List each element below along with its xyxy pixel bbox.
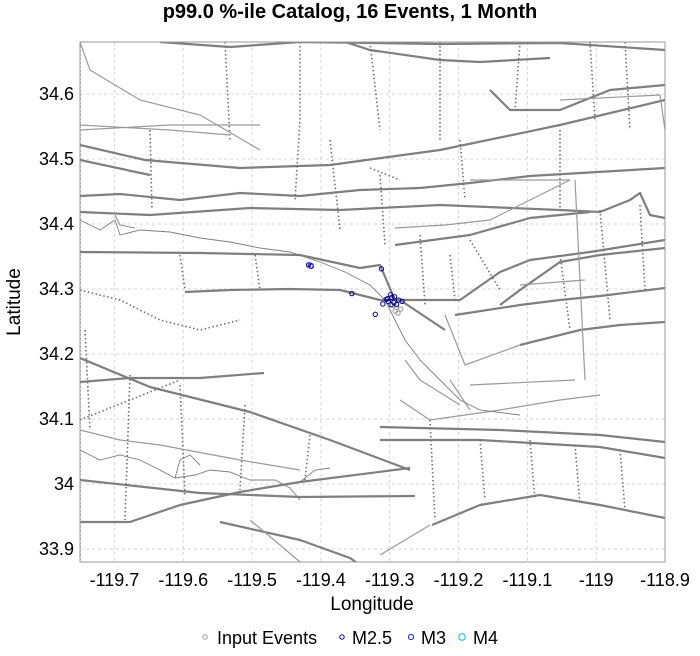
data-point [380, 301, 386, 307]
x-tick-label: -119.5 [227, 570, 277, 590]
data-point [384, 296, 391, 302]
x-tick-label: -119.2 [434, 570, 484, 590]
legend-label: M4 [473, 628, 498, 648]
legend-label: Input Events [217, 628, 317, 648]
x-tick-label: -118.9 [640, 570, 690, 590]
x-tick-label: -119.7 [90, 570, 140, 590]
data-point [387, 292, 394, 298]
data-point [372, 311, 378, 318]
y-tick-label: 34.2 [39, 344, 74, 364]
data-point [398, 306, 404, 312]
data-points [305, 262, 405, 318]
legend-marker [339, 634, 345, 640]
y-tick-label: 34.5 [39, 149, 74, 169]
legend-marker [458, 633, 466, 641]
x-tick-label: -119 [579, 570, 614, 590]
y-tick-label: 34 [54, 474, 74, 494]
legend: Input Events M2.5 M3 M4 [202, 628, 498, 648]
y-tick-label: 34.6 [39, 84, 74, 104]
x-tick-label: -119.1 [503, 570, 553, 590]
data-point [393, 304, 400, 310]
legend-marker [407, 633, 415, 641]
fault-lines-map [80, 42, 665, 562]
data-point [393, 301, 400, 308]
data-point [378, 266, 385, 272]
x-tick-label: -119.6 [158, 570, 208, 590]
axis-ticks: -119.7 -119.6 -119.5 -119.4 -119.3 -119.2 -119… [39, 84, 690, 590]
data-point [349, 290, 355, 297]
x-axis-title: Longitude [330, 594, 413, 615]
y-tick-label: 34.1 [39, 409, 74, 429]
y-tick-label: 33.9 [39, 539, 74, 559]
x-tick-label: -119.4 [296, 570, 346, 590]
x-tick-label: -119.3 [365, 570, 415, 590]
y-tick-label: 34.4 [39, 214, 74, 234]
data-point [395, 310, 401, 316]
data-point [399, 298, 405, 305]
legend-label: M2.5 [352, 628, 392, 648]
data-point [307, 262, 314, 269]
legend-label: M3 [421, 628, 446, 648]
chart-title: p99.0 %-ile Catalog, 16 Events, 1 Month [163, 1, 538, 23]
plot-frame [79, 41, 666, 563]
y-axis-title: Latitude [4, 268, 25, 336]
legend-marker [202, 634, 208, 640]
data-point [385, 298, 392, 305]
data-point [391, 294, 398, 300]
data-point [395, 297, 402, 303]
y-tick-label: 34.3 [39, 279, 74, 299]
